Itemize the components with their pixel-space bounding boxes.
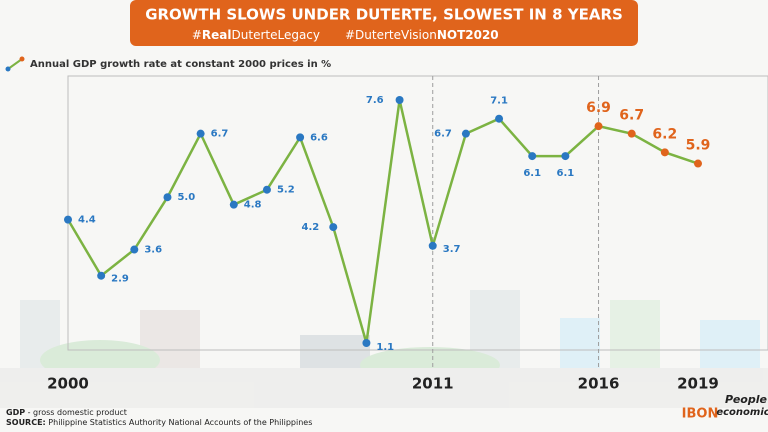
data-label: 3.7 — [443, 244, 461, 255]
text-run: # — [192, 28, 202, 42]
text-run: DuterteLegacy — [232, 28, 320, 42]
x-tick-label: 2000 — [47, 375, 89, 393]
text-run: SOURCE: — [6, 418, 46, 427]
point — [229, 200, 238, 209]
point — [428, 241, 437, 250]
data-label: 6.7 — [434, 129, 452, 140]
title-banner — [130, 0, 638, 46]
text-run: #DuterteVision — [345, 28, 437, 42]
data-label: 4.4 — [78, 215, 96, 226]
point — [64, 215, 72, 224]
logo: IBON — [682, 407, 719, 422]
data-label: 6.1 — [523, 168, 541, 179]
line — [66, 99, 699, 344]
source: SOURCE: Philippine Statistics Authority … — [6, 418, 312, 427]
hashtag: #RealDuterteLegacy — [192, 28, 320, 42]
point — [329, 223, 338, 232]
data-label: 6.7 — [619, 108, 644, 124]
chart-title: GROWTH SLOWS UNDER DUTERTE, SLOWEST IN 8… — [145, 6, 623, 24]
data-label: 5.9 — [686, 138, 711, 154]
point — [296, 133, 305, 142]
point — [561, 152, 570, 161]
legend-line — [7, 58, 23, 70]
logo: People — [725, 393, 767, 406]
data-label: 6.9 — [586, 100, 611, 116]
data-label: 6.6 — [310, 132, 328, 143]
point — [495, 114, 504, 123]
point — [97, 271, 106, 280]
plot-frame — [67, 75, 768, 351]
text-run: NOT2020 — [437, 28, 499, 42]
data-label: 2.9 — [111, 274, 129, 285]
data-label: 7.6 — [366, 95, 384, 106]
point — [196, 129, 205, 138]
data-label: 5.0 — [177, 192, 195, 203]
point — [594, 122, 603, 131]
point — [395, 96, 404, 104]
point — [130, 245, 139, 254]
point — [694, 159, 702, 168]
point — [461, 129, 470, 138]
text-run: Philippine Statistics Authority National… — [46, 418, 313, 427]
hashtag: #DuterteVisionNOT2020 — [345, 28, 499, 42]
x-tick-label: 2011 — [412, 375, 454, 393]
legend-label: Annual GDP growth rate at constant 2000 … — [30, 59, 331, 70]
point — [528, 152, 537, 161]
point — [627, 129, 636, 138]
point — [660, 148, 669, 157]
legend-marker — [5, 66, 11, 72]
point — [163, 193, 172, 202]
point — [362, 339, 371, 347]
legend-marker — [19, 56, 25, 62]
text-run: GDP — [6, 408, 25, 417]
data-label: 6.2 — [652, 126, 677, 142]
x-tick-label: 2016 — [578, 375, 620, 393]
data-label: 4.8 — [244, 200, 262, 211]
text-run: Real — [202, 28, 232, 42]
data-label: 3.6 — [144, 245, 162, 256]
data-label: 4.2 — [302, 222, 320, 233]
data-label: 6.1 — [557, 168, 575, 179]
x-tick-label: 2019 — [677, 375, 719, 393]
logo: economics — [716, 407, 768, 418]
point — [262, 185, 271, 194]
data-label: 5.2 — [277, 185, 295, 196]
data-label: 6.7 — [211, 129, 229, 140]
footnote: GDP - gross domestic product — [6, 408, 127, 417]
data-label: 1.1 — [376, 342, 394, 353]
text-run: - gross domestic product — [25, 408, 127, 417]
data-label: 7.1 — [490, 96, 508, 107]
